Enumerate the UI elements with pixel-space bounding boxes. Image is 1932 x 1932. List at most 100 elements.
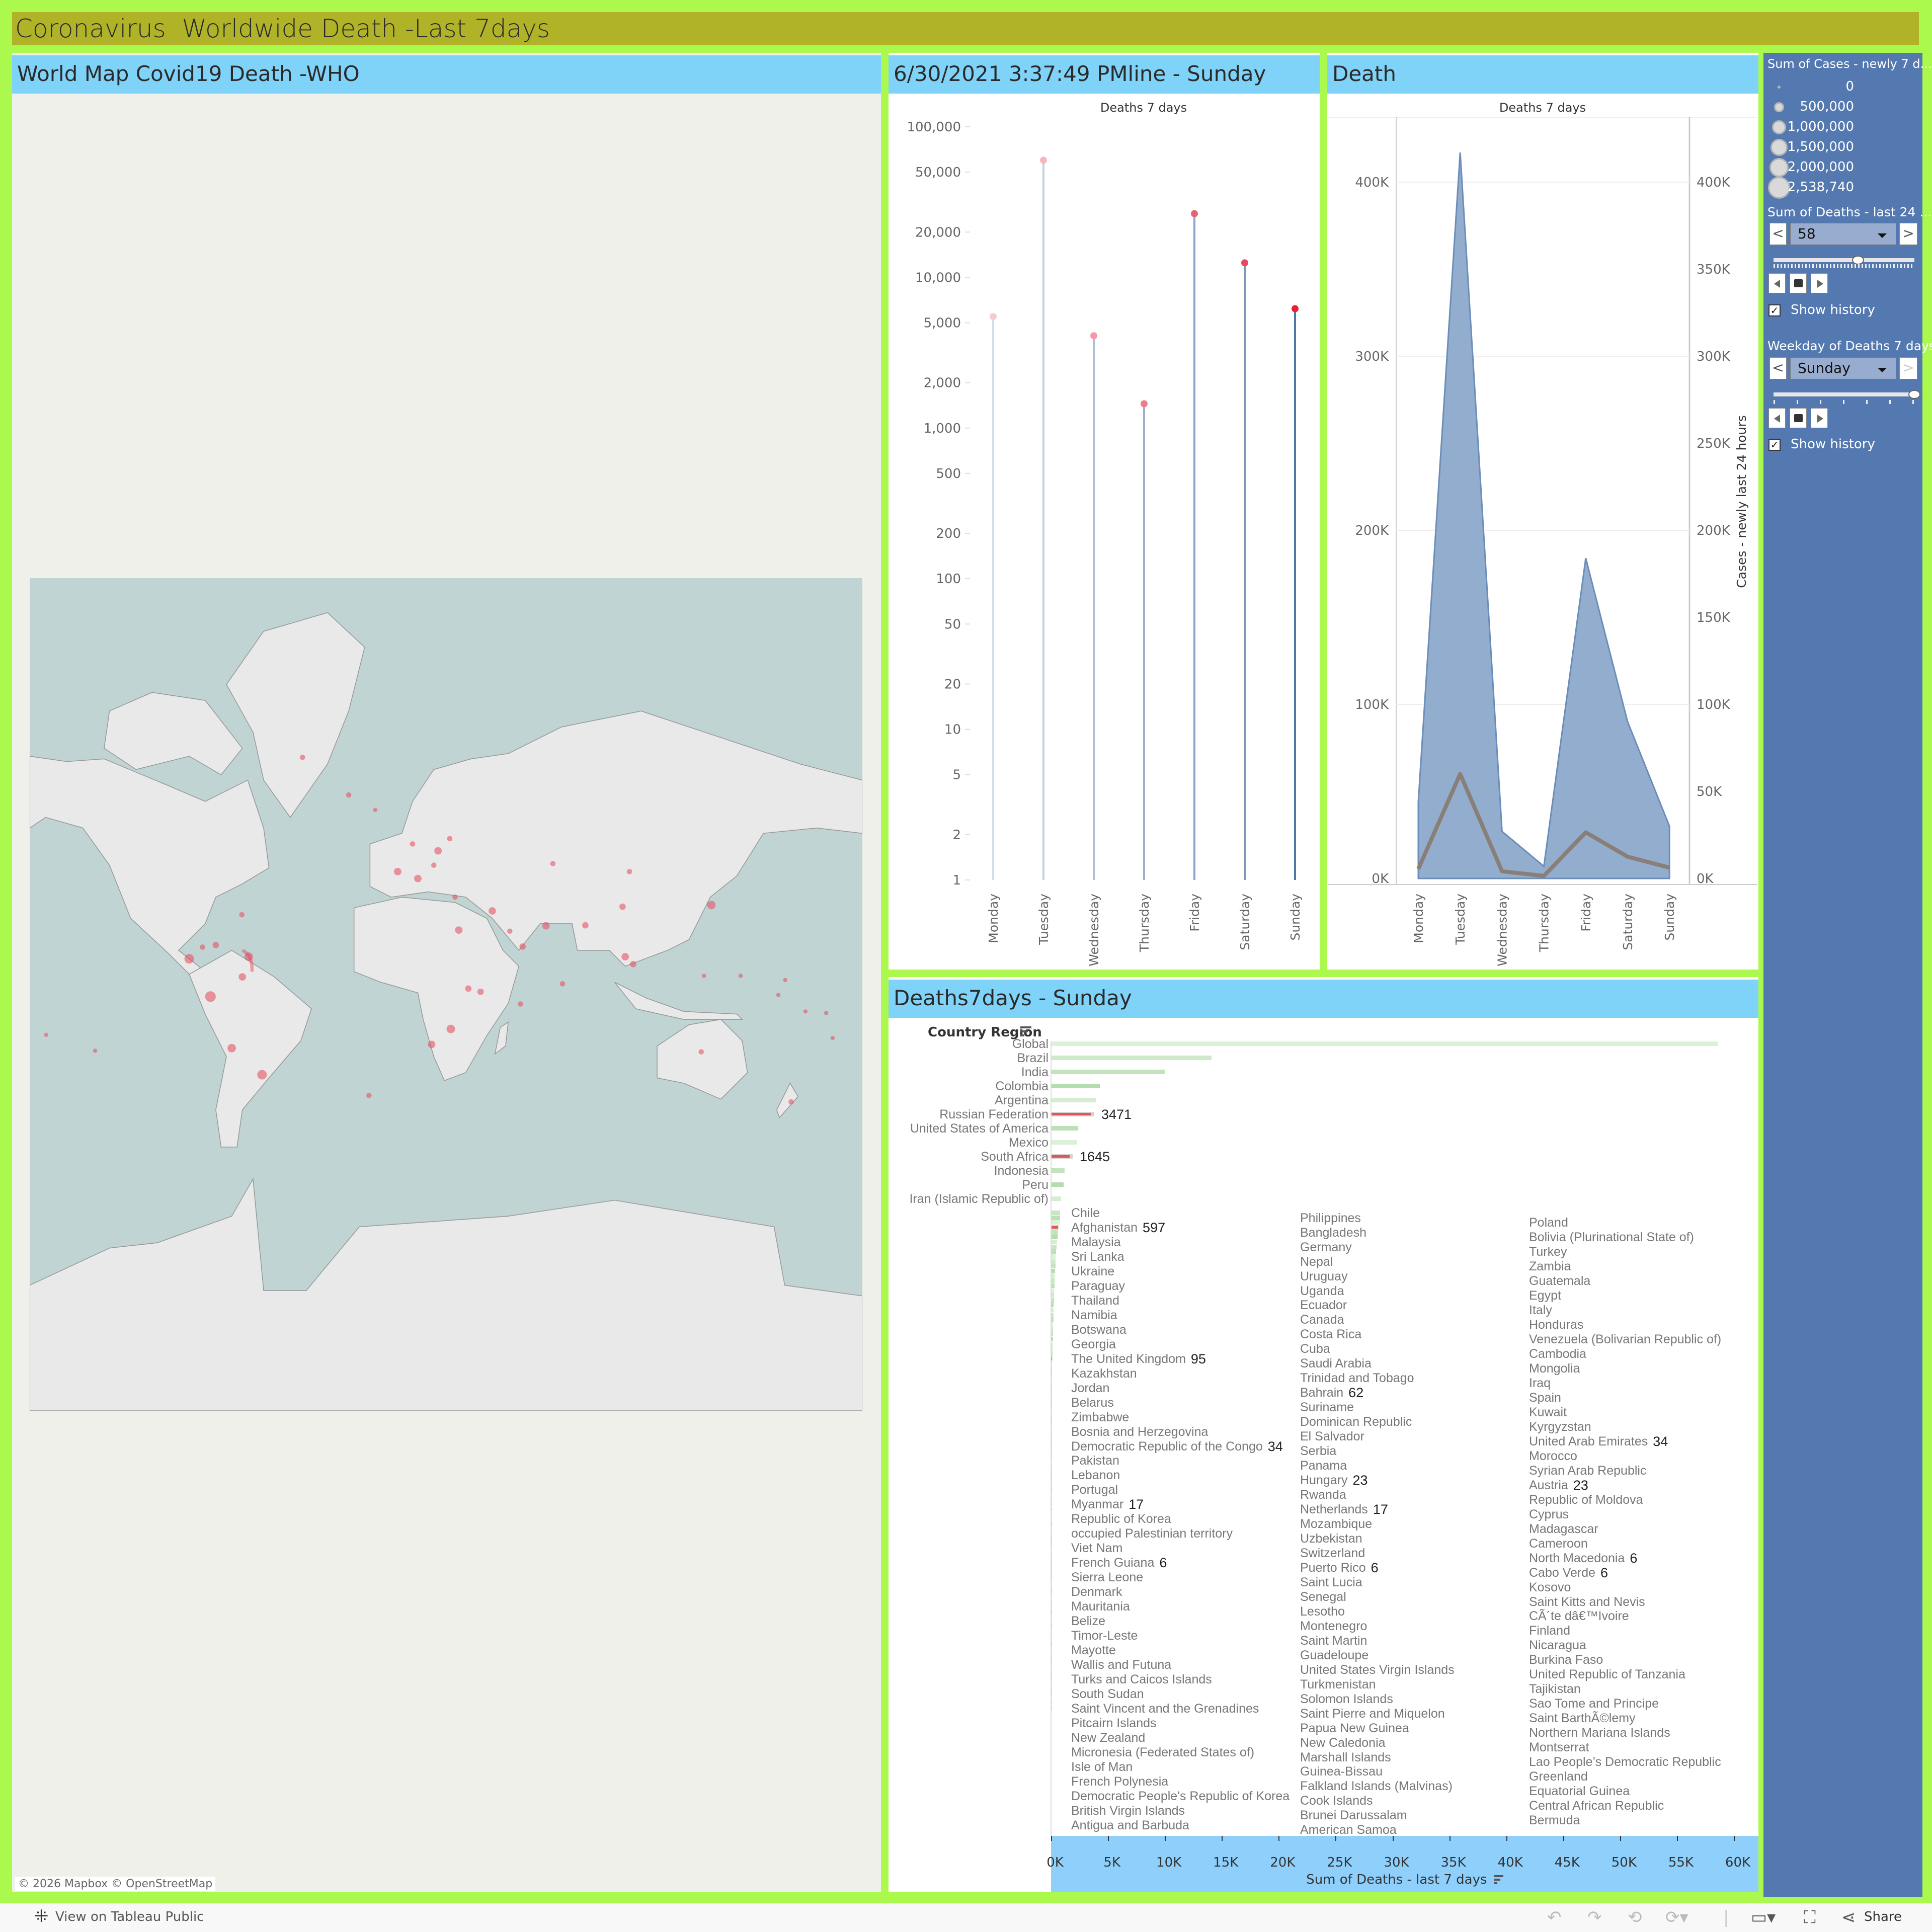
bar-row[interactable]: Uzbekistan — [1300, 1532, 1526, 1545]
bar-row[interactable]: Greenland — [1529, 1770, 1755, 1783]
bar-row[interactable]: Syrian Arab Republic — [1529, 1464, 1755, 1477]
bar-row[interactable]: Austria 23 — [1529, 1478, 1755, 1492]
bar-row[interactable]: Afghanistan 597 — [1071, 1221, 1298, 1234]
bar-row[interactable]: Canada — [1300, 1313, 1526, 1326]
bar-row[interactable]: Lebanon — [1071, 1469, 1298, 1482]
bar-row[interactable]: Pitcairn Islands — [1071, 1717, 1298, 1730]
bar-row[interactable]: South Sudan — [1071, 1687, 1298, 1701]
play-forward-button[interactable] — [1811, 408, 1828, 428]
bar-row[interactable]: Netherlands 17 — [1300, 1503, 1526, 1516]
bar-row[interactable]: United States Virgin Islands — [1300, 1663, 1526, 1676]
deaths-next-button[interactable]: > — [1899, 223, 1917, 245]
bar-row[interactable]: Portugal — [1071, 1483, 1298, 1496]
bar-row[interactable]: Isle of Man — [1071, 1760, 1298, 1774]
deaths-slider-thumb[interactable] — [1852, 256, 1864, 265]
bar-row[interactable]: Montserrat — [1529, 1741, 1755, 1754]
bar-row[interactable]: Papua New Guinea — [1300, 1722, 1526, 1735]
redo-icon[interactable]: ↷ — [1587, 1907, 1602, 1927]
bar-row[interactable]: Bangladesh — [1300, 1226, 1526, 1239]
bar-row[interactable]: Saint Vincent and the Grenadines — [1071, 1702, 1298, 1715]
bar-row[interactable]: Namibia — [1071, 1309, 1298, 1322]
bar-row[interactable]: Bosnia and Herzegovina — [1071, 1425, 1298, 1438]
bar-row[interactable]: Democratic Republic of the Congo 34 — [1071, 1439, 1298, 1453]
bar-row[interactable]: Cook Islands — [1300, 1794, 1526, 1807]
bar-row[interactable]: British Virgin Islands — [1071, 1804, 1298, 1817]
sort-icon[interactable] — [1020, 1026, 1031, 1037]
bar-row[interactable]: Italy — [1529, 1304, 1755, 1317]
deaths-prev-button[interactable]: < — [1769, 223, 1787, 245]
bar-row[interactable]: Denmark — [1071, 1585, 1298, 1598]
bar-row[interactable]: Philippines — [1300, 1212, 1526, 1225]
present-icon[interactable]: ▭▾ — [1751, 1907, 1776, 1927]
fullscreen-icon[interactable]: ⛶ — [1804, 1907, 1816, 1927]
bar-row[interactable]: Democratic People's Republic of Korea — [1071, 1790, 1298, 1803]
bar-row[interactable]: Puerto Rico 6 — [1300, 1561, 1526, 1574]
bar-row[interactable]: Zimbabwe — [1071, 1411, 1298, 1424]
bar-row[interactable]: Saint Kitts and Nevis — [1529, 1595, 1755, 1608]
bar-row[interactable]: South Africa — [891, 1150, 1049, 1163]
bar-row[interactable]: Antigua and Barbuda — [1071, 1819, 1298, 1832]
bar-row[interactable]: Botswana — [1071, 1323, 1298, 1336]
bar-row[interactable]: Lesotho — [1300, 1605, 1526, 1618]
bar-row[interactable]: American Samoa — [1300, 1823, 1526, 1836]
bar-row[interactable]: United Republic of Tanzania — [1529, 1668, 1755, 1681]
bar-row[interactable]: New Zealand — [1071, 1731, 1298, 1744]
bar-row[interactable]: India — [891, 1066, 1049, 1079]
bar-row[interactable]: CÃ´te dâ€™Ivoire — [1529, 1609, 1755, 1623]
bar-row[interactable]: Cyprus — [1529, 1508, 1755, 1521]
refresh-icon[interactable]: ⟳▾ — [1665, 1907, 1688, 1927]
bar-row[interactable]: Guinea-Bissau — [1300, 1765, 1526, 1778]
bar-row[interactable]: Mauritania — [1071, 1600, 1298, 1613]
bar-row[interactable]: Russian Federation — [891, 1108, 1049, 1121]
bar-row[interactable]: Kuwait — [1529, 1406, 1755, 1419]
bar-row[interactable]: Mayotte — [1071, 1644, 1298, 1657]
bar-row[interactable]: Spain — [1529, 1391, 1755, 1404]
bar-row[interactable]: Brunei Darussalam — [1300, 1809, 1526, 1822]
bar-row[interactable]: Cabo Verde 6 — [1529, 1566, 1755, 1579]
bar-row[interactable]: Turks and Caicos Islands — [1071, 1673, 1298, 1686]
bar-row[interactable]: Bahrain 62 — [1300, 1386, 1526, 1400]
bar-row[interactable]: Trinidad and Tobago — [1300, 1372, 1526, 1385]
bar-row[interactable]: Belarus — [1071, 1396, 1298, 1409]
bar-row[interactable]: Senegal — [1300, 1590, 1526, 1603]
bar-row[interactable]: Costa Rica — [1300, 1328, 1526, 1341]
stop-button[interactable] — [1790, 408, 1807, 428]
bar-row[interactable]: New Caledonia — [1300, 1736, 1526, 1749]
bar-row[interactable]: Paraguay — [1071, 1279, 1298, 1293]
bar-row[interactable]: Myanmar 17 — [1071, 1498, 1298, 1511]
bar-row[interactable]: occupied Palestinian territory — [1071, 1527, 1298, 1540]
bar-row[interactable]: Turkmenistan — [1300, 1678, 1526, 1691]
bar-row[interactable]: Suriname — [1300, 1401, 1526, 1414]
bar-row[interactable]: Marshall Islands — [1300, 1751, 1526, 1764]
world-map[interactable] — [30, 578, 862, 1411]
bar-row[interactable]: Venezuela (Bolivarian Republic of) — [1529, 1333, 1755, 1346]
weekday-slider-track[interactable] — [1774, 392, 1914, 396]
bar-row[interactable]: Ukraine — [1071, 1265, 1298, 1278]
bar-row[interactable]: United Arab Emirates 34 — [1529, 1434, 1755, 1448]
bar-row[interactable]: Pakistan — [1071, 1454, 1298, 1467]
bar-row[interactable]: Finland — [1529, 1624, 1755, 1637]
bar-row[interactable]: Guadeloupe — [1300, 1649, 1526, 1662]
bar-row[interactable]: Mongolia — [1529, 1362, 1755, 1375]
bar-row[interactable]: Guatemala — [1529, 1274, 1755, 1287]
share-button[interactable]: Share — [1864, 1909, 1902, 1924]
bar-row[interactable]: Nepal — [1300, 1255, 1526, 1268]
bar-row[interactable]: Morocco — [1529, 1450, 1755, 1463]
weekday-show-history-checkbox[interactable]: ✓ — [1768, 439, 1781, 451]
bar-row[interactable]: Ecuador — [1300, 1299, 1526, 1312]
bar-row[interactable]: Northern Mariana Islands — [1529, 1726, 1755, 1739]
bar-row[interactable]: Malaysia — [1071, 1236, 1298, 1249]
bar-row[interactable]: Kazakhstan — [1071, 1367, 1298, 1380]
bar-row[interactable]: El Salvador — [1300, 1430, 1526, 1443]
bar-row[interactable]: Panama — [1300, 1459, 1526, 1472]
bar-row[interactable]: Cuba — [1300, 1342, 1526, 1355]
bar-row[interactable]: Serbia — [1300, 1444, 1526, 1458]
bar-row[interactable]: Montenegro — [1300, 1620, 1526, 1633]
bar-row[interactable]: Global — [891, 1037, 1049, 1051]
map-attribution[interactable]: © 2026 Mapbox © OpenStreetMap — [15, 1877, 216, 1891]
bar-row[interactable]: Mozambique — [1300, 1517, 1526, 1531]
bar-row[interactable]: Saint Lucia — [1300, 1576, 1526, 1589]
bar-row[interactable]: Republic of Moldova — [1529, 1493, 1755, 1506]
bar-row[interactable]: Iraq — [1529, 1377, 1755, 1390]
bar-row[interactable]: Solomon Islands — [1300, 1693, 1526, 1706]
